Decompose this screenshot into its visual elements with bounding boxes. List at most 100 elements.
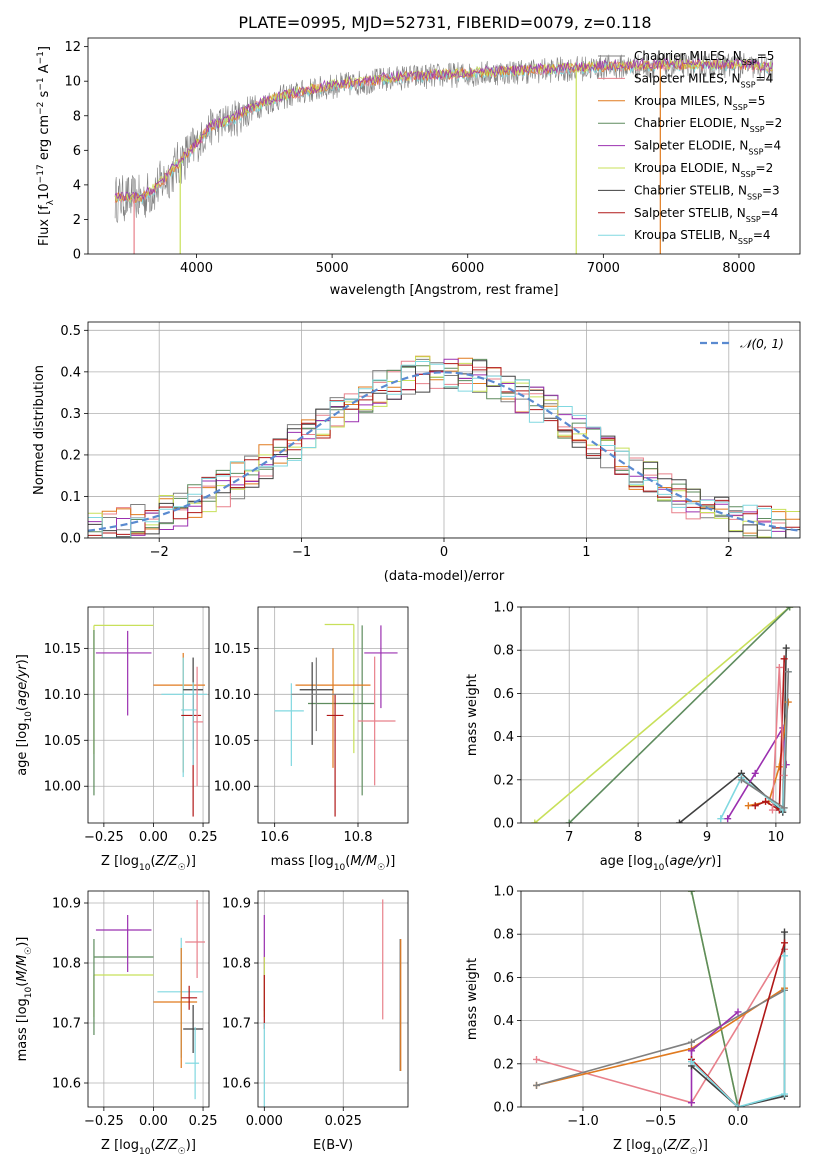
y-tick-label: 0.8 [493,928,514,943]
panel-massweight_vs_Z: −1.0 −0.5 0.0 0.0 0.2 0.4 0.6 0.8 1.0 Z [log10(Z/… [465,885,801,1157]
axes-frame [520,606,801,824]
data-point-marker [782,644,790,652]
y-tick-label: 10.8 [222,957,251,972]
legend-entry: Salpeter STELIB, NSSP=4 [634,206,778,224]
gaussian-curve [88,371,800,532]
y-tick-label: 10.15 [214,642,251,657]
plot-area-age_vs_mass [258,607,408,823]
y-tick-label: 10.7 [222,1017,251,1032]
axes-frame [87,37,801,255]
y-tick-label: 10.9 [52,897,81,912]
y-tick-label: 0.0 [60,532,81,547]
x-tick-label: 6000 [451,261,484,276]
plot-area-mass_vs_EBV [258,891,408,1107]
y-tick-label: 10 [64,75,81,90]
y-tick-label: 4 [73,178,81,193]
plot-area-mass_vs_Z [88,891,209,1107]
y-axis-label: mass weight [465,674,480,756]
y-tick-label: 10.6 [222,1077,251,1092]
x-tick-label: −0.5 [645,1114,677,1129]
data-point-marker [781,928,788,936]
y-tick-label: 0.4 [493,730,514,745]
mass-weight-line [727,725,787,820]
y-tick-label: 10.15 [44,642,81,657]
data-point-marker [775,663,783,671]
data-point-marker [737,776,745,784]
y-tick-label: 10.8 [52,957,81,972]
data-point-marker [784,698,792,706]
y-tick-label: 10.7 [52,1017,81,1032]
plot-area-age_vs_Z [88,607,209,823]
x-axis-label: wavelength [Angstrom, rest frame] [330,283,559,298]
y-tick-label: 0.2 [493,773,514,788]
x-tick-label: 0 [440,545,448,560]
data-point-marker [724,815,732,823]
mass-weight-line [690,1011,739,1103]
y-tick-label: 10.05 [214,734,251,749]
data-point-marker [780,804,788,812]
panel-residual_histogram: −2 −1 0 1 2 0.0 0.1 0.2 0.3 0.4 0.5 (data-model)/er… [32,321,801,584]
y-tick-label: 0.2 [493,1057,514,1072]
x-tick-label: 0.00 [139,1114,168,1129]
x-tick-label: 2 [725,545,733,560]
x-tick-label: 8000 [722,261,755,276]
y-tick-label: 0.1 [60,490,81,505]
data-point-marker [784,668,792,676]
y-tick-label: 0.5 [60,324,81,339]
legend-entry: Kroupa ELODIE, NSSP=2 [634,161,773,179]
data-point-marker [675,819,683,823]
x-axis-label: (data-model)/error [384,569,505,584]
mass-weight-line [568,607,791,823]
y-tick-label: 10.00 [44,780,81,795]
x-tick-label: 10 [768,830,785,845]
y-tick-label: 0.8 [493,644,514,659]
figure-title: PLATE=0995, MJD=52731, FIBERID=0079, z=0… [238,13,651,32]
x-tick-label: 4000 [180,261,213,276]
data-point-marker [533,1081,540,1089]
legend-entry: Chabrier ELODIE, NSSP=2 [634,116,782,134]
data-point-marker [762,797,770,805]
y-tick-label: 1.0 [493,601,514,616]
panel-age_vs_mass: 10.6 10.8 10.00 10.05 10.10 10.15 mass [log10(… [214,606,409,873]
y-axis-label: mass [log10(M/M☉)] [15,937,34,1062]
x-tick-label: 1 [582,545,590,560]
y-axis-label: age [log10(age/yr)] [15,654,34,776]
x-axis-label: Z [log10(Z/Z☉)] [101,854,196,873]
legend-entry: Kroupa MILES, NSSP=5 [634,94,765,112]
y-tick-label: 6 [73,144,81,159]
x-tick-label: −1 [292,545,311,560]
model-fit-line [114,58,773,204]
data-point-marker [688,1047,695,1055]
mass-weight-line [690,891,739,1107]
y-tick-label: 10.00 [214,780,251,795]
data-point-marker [780,655,788,663]
y-tick-label: 0.4 [493,1014,514,1029]
mass-weight-line [690,955,786,1107]
y-axis-label: Normed distribution [32,365,47,495]
y-tick-label: 8 [73,109,81,124]
x-tick-label: 5000 [316,261,349,276]
y-tick-label: 10.10 [214,688,251,703]
legend-entry: Kroupa STELIB, NSSP=4 [634,228,771,246]
x-axis-label: Z [log10(Z/Z☉)] [613,1138,708,1157]
x-tick-label: 8 [634,830,642,845]
y-tick-label: 0.6 [493,687,514,702]
data-point-marker [781,1090,788,1098]
plot-area-massweight_vs_Z [521,891,800,1107]
y-tick-label: 10.6 [52,1077,81,1092]
y-tick-label: 1.0 [493,885,514,900]
y-tick-label: 0.6 [493,971,514,986]
y-tick-label: 2 [73,213,81,228]
y-tick-label: 0.4 [60,365,81,380]
model-fit-line [114,59,773,204]
legend-entry: Chabrier MILES, NSSP=5 [634,49,774,67]
x-axis-label: mass [log10(M/M☉)] [271,854,396,873]
y-tick-label: 10.9 [222,897,251,912]
x-tick-label: −1.0 [567,1114,599,1129]
plot-area-spectrum [114,52,774,254]
y-tick-label: 0.2 [60,448,81,463]
data-point-marker [533,1055,540,1063]
mass-weight-line [690,942,786,1107]
x-tick-label: −2 [150,545,169,560]
